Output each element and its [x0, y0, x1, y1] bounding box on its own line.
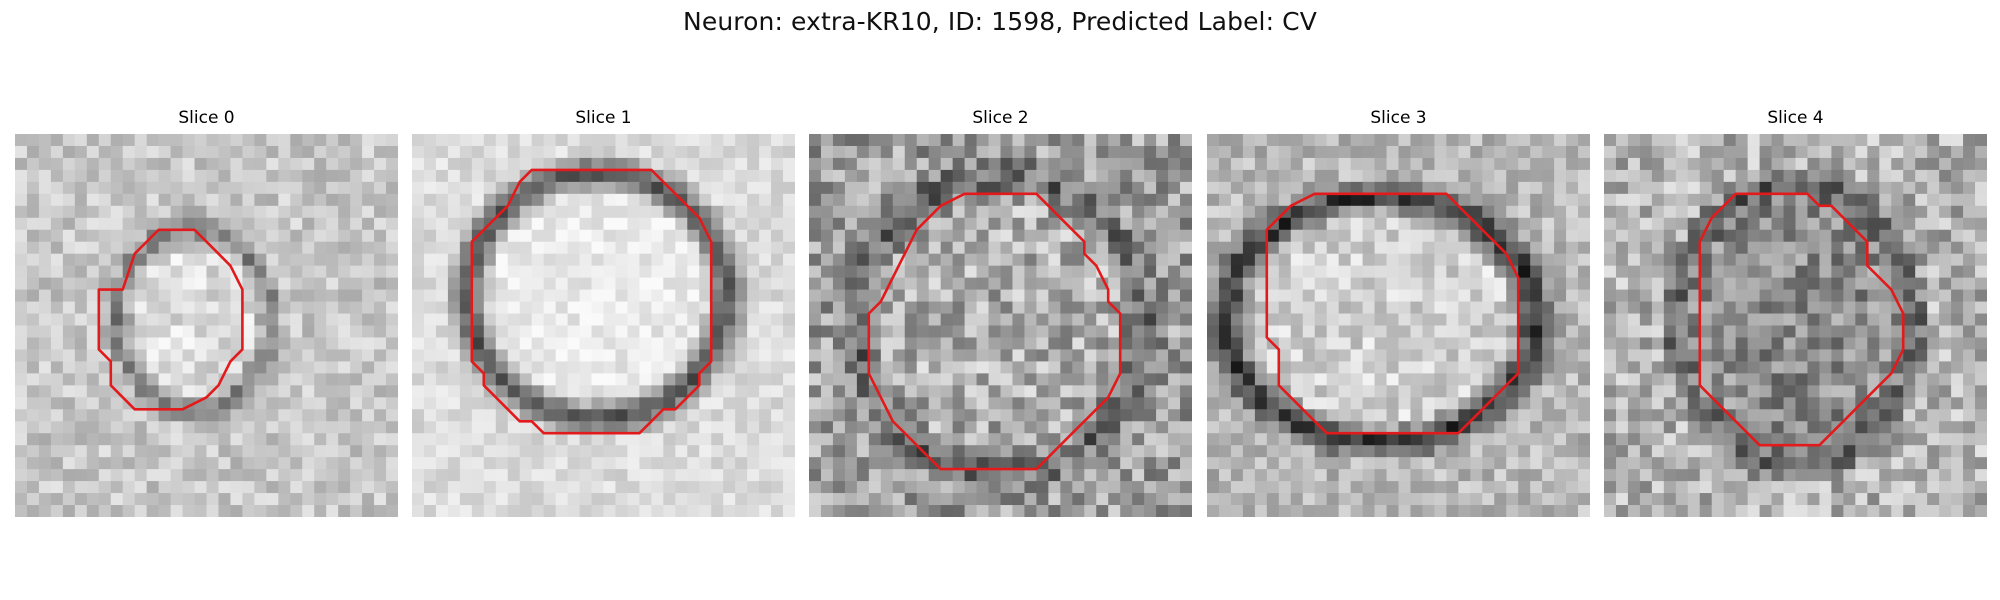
- figure-title: Neuron: extra-KR10, ID: 1598, Predicted …: [683, 7, 1317, 36]
- slice-title-0: Slice 0: [178, 108, 235, 128]
- segmentation-contour: [1698, 192, 1905, 447]
- segmentation-contour: [1265, 192, 1520, 435]
- segmentation-contour: [97, 228, 244, 411]
- slice-image-0: [15, 134, 398, 517]
- slice-panel-0: Slice 0: [15, 108, 398, 520]
- slice-image-1: [412, 134, 795, 517]
- slice-panel-4: Slice 4: [1604, 108, 1987, 520]
- slice-image-4: [1604, 134, 1987, 517]
- slice-image-2: [809, 134, 1192, 517]
- slice-title-2: Slice 2: [972, 108, 1029, 128]
- segmentation-contour: [470, 168, 713, 435]
- slice-panel-3: Slice 3: [1207, 108, 1590, 520]
- slice-image-3: [1207, 134, 1590, 517]
- slice-panel-2: Slice 2: [809, 108, 1192, 520]
- slice-title-3: Slice 3: [1370, 108, 1427, 128]
- slice-title-1: Slice 1: [575, 108, 632, 128]
- segmentation-contour: [867, 192, 1122, 471]
- slice-panel-1: Slice 1: [412, 108, 795, 520]
- slice-title-4: Slice 4: [1767, 108, 1824, 128]
